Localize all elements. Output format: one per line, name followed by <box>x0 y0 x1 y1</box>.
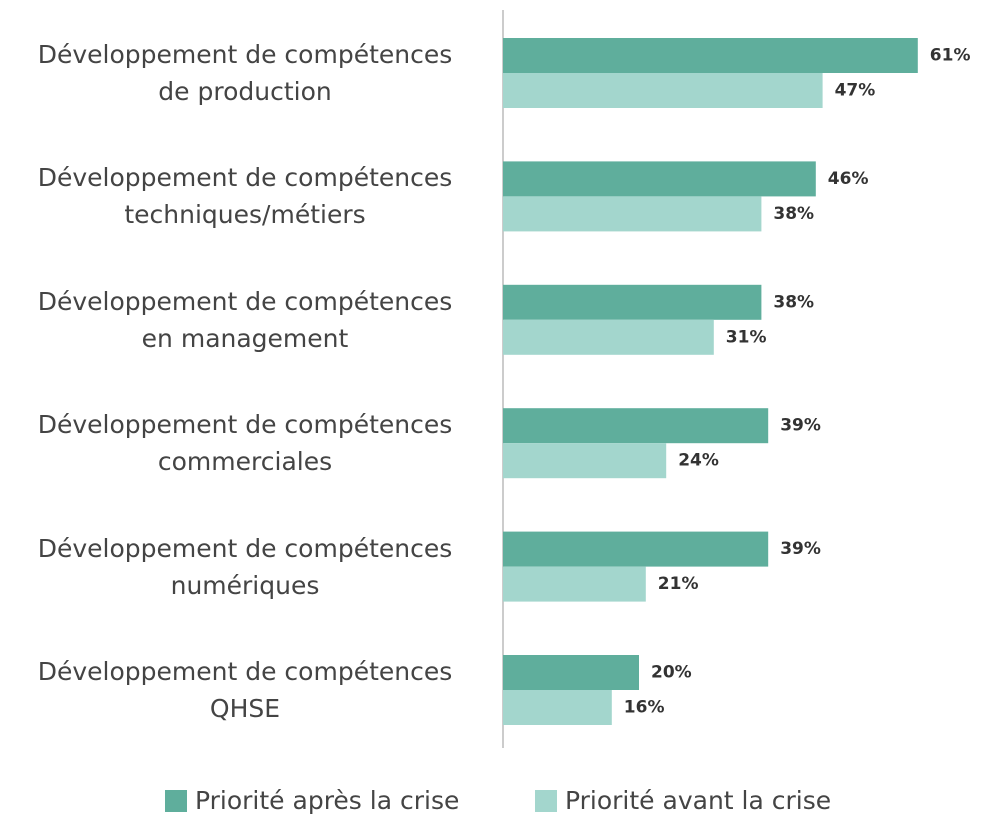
value-label: 38% <box>773 204 814 224</box>
category-label: Développement de compétences numériques <box>37 533 453 600</box>
bar <box>503 73 823 108</box>
value-label: 24% <box>678 451 719 471</box>
category-label: Développement de compétences en manageme… <box>37 286 453 353</box>
category-label: Développement de compétences commerciale… <box>37 410 453 477</box>
value-label: 20% <box>651 663 692 683</box>
legend-item: Priorité avant la crise <box>535 786 831 815</box>
bar <box>503 655 639 690</box>
legend-swatch <box>165 789 187 812</box>
value-label: 61% <box>930 46 971 66</box>
bar <box>503 566 646 602</box>
category-label: Développement de compétences de producti… <box>37 40 453 106</box>
value-label: 39% <box>780 416 821 436</box>
bar <box>503 161 816 197</box>
legend-swatch <box>535 789 557 812</box>
bar <box>503 196 762 232</box>
value-label: 47% <box>835 81 876 101</box>
bar <box>503 690 612 725</box>
value-label: 38% <box>773 292 814 312</box>
bar <box>503 443 667 479</box>
value-label: 31% <box>726 327 767 347</box>
category-label: Développement de compétences techniques/… <box>37 163 453 230</box>
category-label: Développement de compétences QHSE <box>37 657 453 723</box>
value-label: 16% <box>624 698 665 718</box>
value-label: 21% <box>658 574 699 594</box>
bar <box>503 408 769 444</box>
legend-label: Priorité avant la crise <box>565 786 832 815</box>
bar <box>503 284 762 320</box>
value-label: 39% <box>780 539 821 559</box>
value-label: 46% <box>828 169 869 189</box>
bar <box>503 531 769 567</box>
bar <box>503 38 918 73</box>
legend-label: Priorité après la crise <box>195 786 460 815</box>
legend-item: Priorité après la crise <box>165 786 459 815</box>
bar <box>503 319 714 355</box>
